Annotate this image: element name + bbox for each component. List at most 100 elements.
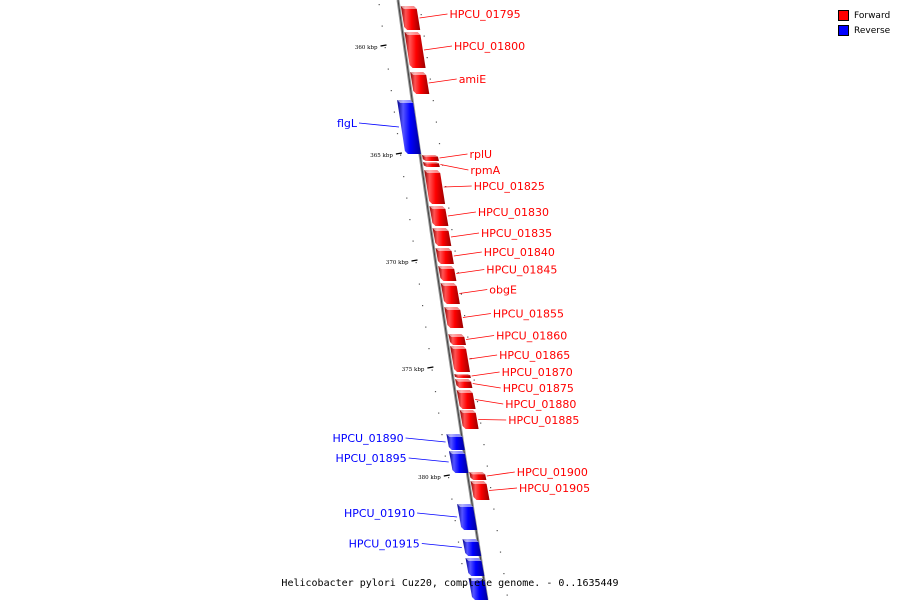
gene-leader-line (447, 211, 476, 217)
minor-tick-right (448, 207, 450, 209)
minor-tick-left (418, 283, 420, 285)
minor-tick-right (496, 530, 498, 532)
gene-leader-line (478, 419, 507, 421)
gene-label: HPCU_01865 (499, 349, 570, 362)
minor-tick-right (476, 401, 479, 403)
gene-label: HPCU_01895 (336, 452, 407, 465)
gene-label: HPCU_01795 (450, 8, 521, 21)
gene-label: HPCU_01915 (349, 538, 420, 551)
minor-tick-left (384, 47, 386, 49)
major-tick (427, 366, 434, 369)
reverse-swatch (838, 25, 849, 36)
forward-gene-block (432, 228, 452, 246)
minor-tick-left (454, 520, 456, 522)
gene-block-highlight (469, 472, 486, 475)
gene-label: HPCU_01800 (454, 40, 525, 53)
minor-tick-left (381, 25, 383, 27)
gene-leader-line (421, 543, 462, 548)
gene-leader-line (440, 164, 469, 171)
reverse-gene-block (397, 100, 421, 154)
gene-leader-line (417, 512, 458, 518)
minor-tick-right (454, 250, 456, 252)
minor-tick-right (420, 14, 422, 16)
minor-tick-right (435, 121, 437, 123)
legend-forward: Forward (838, 8, 890, 23)
gene-label: rpmA (470, 164, 500, 177)
gene-block-highlight (457, 504, 474, 507)
gene-block-highlight (468, 578, 485, 581)
gene-leader-line (405, 437, 446, 443)
minor-tick-left (444, 455, 446, 457)
gene-block-highlight (432, 228, 449, 231)
gene-leader-line (456, 269, 485, 274)
minor-tick-right (429, 78, 431, 80)
gene-label: HPCU_01880 (505, 398, 576, 411)
forward-gene-block (470, 481, 490, 500)
gene-leader-line (475, 399, 504, 405)
major-tick (395, 152, 403, 155)
minor-tick-left (387, 68, 389, 70)
minor-tick-left (448, 477, 450, 479)
gene-leader-line (462, 313, 491, 318)
minor-tick-left (403, 176, 405, 178)
gene-leader-line (428, 78, 457, 84)
minor-tick-left (431, 369, 433, 371)
gene-block-highlight (465, 558, 482, 561)
gene-leader-line (419, 13, 448, 19)
gene-block-highlight (429, 206, 446, 209)
gene-block-highlight (455, 379, 472, 382)
minor-tick-right (423, 35, 425, 37)
gene-leader-line (408, 457, 449, 463)
gene-label: HPCU_01825 (474, 180, 545, 193)
minor-tick-left (409, 219, 411, 221)
gene-block-highlight (400, 6, 417, 9)
legend: Forward Reverse (838, 8, 890, 38)
minor-tick-right (438, 143, 441, 145)
forward-gene-block (404, 32, 426, 68)
forward-swatch (838, 10, 849, 21)
legend-reverse: Reverse (838, 23, 890, 38)
minor-tick-right (493, 508, 495, 510)
gene-block-highlight (454, 374, 471, 376)
gene-label: HPCU_01835 (481, 227, 552, 240)
minor-tick-left (412, 240, 414, 242)
major-tick (411, 259, 418, 262)
minor-tick-right (426, 57, 428, 59)
major-tick (380, 44, 387, 47)
forward-gene-block (450, 346, 470, 372)
gene-label: HPCU_01885 (508, 414, 579, 427)
forward-gene-block (459, 410, 479, 429)
minor-tick-right (483, 444, 485, 446)
minor-tick-left (415, 262, 417, 264)
gene-label: HPCU_01845 (486, 264, 557, 277)
gene-block-highlight (397, 100, 414, 103)
minor-tick-left (441, 434, 443, 436)
tick-label: 365 kbp (370, 153, 393, 159)
gene-label: flgL (337, 117, 358, 130)
gene-leader-line (466, 335, 495, 340)
gene-block-highlight (422, 155, 438, 157)
gene-leader-line (486, 471, 515, 477)
reverse-gene-block (468, 578, 488, 600)
minor-tick-right (499, 551, 502, 553)
gene-label: HPCU_01890 (332, 432, 403, 445)
minor-tick-left (428, 348, 430, 350)
gene-leader-line (450, 232, 480, 238)
minor-tick-left (393, 111, 395, 113)
gene-label: HPCU_01855 (493, 308, 564, 321)
minor-tick-left (464, 584, 466, 586)
minor-tick-right (464, 315, 466, 317)
minor-tick-right (480, 422, 482, 424)
gene-leader-line (439, 153, 468, 159)
minor-tick-left (396, 133, 399, 135)
tick-label: 370 kbp (386, 260, 409, 266)
gene-block-highlight (450, 346, 467, 349)
gene-label: HPCU_01875 (503, 382, 574, 395)
minor-tick-left (378, 4, 380, 6)
gene-block-highlight (448, 334, 465, 337)
gene-label: HPCU_01905 (519, 482, 590, 495)
gene-label: HPCU_01900 (517, 466, 588, 479)
minor-tick-right (506, 594, 508, 596)
gene-block-highlight (462, 539, 479, 542)
